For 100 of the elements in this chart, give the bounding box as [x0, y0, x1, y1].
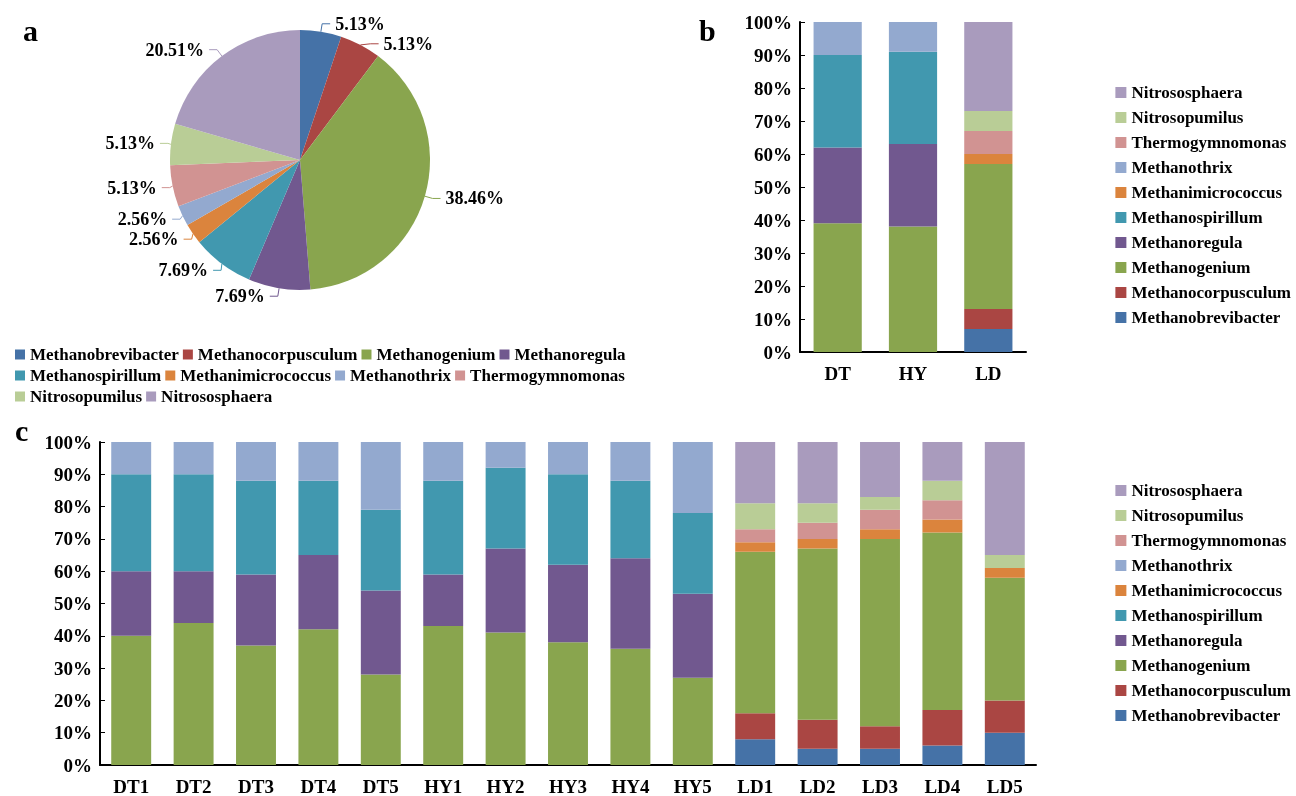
bar — [797, 538, 838, 549]
bar — [173, 442, 214, 475]
bar — [548, 564, 588, 643]
bar — [423, 442, 464, 481]
bar — [236, 645, 276, 765]
bar — [672, 513, 713, 594]
bar — [111, 474, 152, 572]
bar — [610, 480, 651, 559]
bar — [813, 147, 862, 224]
bar — [423, 626, 464, 765]
bar — [423, 480, 464, 575]
data-label: 38.46% — [445, 188, 505, 209]
legend-label: Nitrosopumilus — [1131, 506, 1244, 525]
bar — [922, 442, 963, 481]
legend-label: Thermogymnomonas — [470, 366, 626, 385]
legend-label: Thermogymnomonas — [1131, 133, 1287, 152]
bar — [860, 529, 900, 539]
bar — [797, 503, 838, 523]
y-tick-label: 40% — [54, 625, 92, 647]
bar — [548, 642, 588, 765]
bar — [813, 22, 862, 55]
x-tick-label: LD1 — [737, 776, 774, 796]
bar — [298, 629, 339, 765]
data-label: 7.69% — [215, 286, 265, 307]
legend-label: Nitrososphaera — [1131, 83, 1244, 102]
bar — [111, 635, 152, 765]
bar — [298, 555, 339, 630]
legend-label: Methanocorpusculum — [197, 345, 358, 364]
x-tick-label: DT2 — [175, 776, 212, 796]
legend-label: Nitrosopumilus — [1131, 108, 1244, 127]
legend-label: Methanogenium — [1131, 258, 1251, 277]
bar — [360, 590, 401, 675]
x-tick-label: DT5 — [362, 776, 399, 796]
chart-title: c — [15, 413, 29, 447]
bar — [610, 442, 651, 481]
bar — [964, 328, 1013, 352]
legend-label: Thermogymnomonas — [1131, 531, 1287, 550]
y-tick-label: 30% — [754, 242, 792, 264]
legend-label: Methanogenium — [376, 345, 496, 364]
bar — [236, 442, 276, 481]
bar — [813, 223, 862, 352]
bar — [964, 111, 1013, 131]
bar — [797, 748, 838, 765]
data-label: 5.13% — [335, 13, 385, 34]
bar — [298, 480, 339, 556]
x-tick-label: DT1 — [113, 776, 150, 796]
bar — [111, 442, 152, 475]
y-tick-label: 20% — [754, 275, 792, 297]
y-tick-label: 0% — [763, 341, 792, 363]
legend-label: Methanothrix — [1131, 556, 1233, 575]
legend-label: Methanospirillum — [30, 366, 162, 385]
y-tick-label: 100% — [44, 431, 92, 453]
bar — [922, 532, 963, 711]
bar — [173, 571, 214, 623]
bar — [485, 442, 526, 468]
bar — [860, 748, 900, 765]
bar — [735, 529, 776, 543]
x-tick-label: HY3 — [549, 776, 587, 796]
bar — [298, 442, 339, 481]
bar — [735, 551, 776, 714]
x-tick-label: LD5 — [986, 776, 1023, 796]
bar — [735, 542, 776, 552]
legend-label: Methanoregula — [1131, 233, 1244, 252]
bar — [797, 442, 838, 504]
bar — [485, 467, 526, 549]
y-tick-label: 10% — [754, 308, 792, 330]
y-tick-label: 70% — [754, 110, 792, 132]
bar — [984, 732, 1025, 765]
legend-label: Methanocorpusculum — [1131, 681, 1292, 700]
legend-label: Methanocorpusculum — [1131, 283, 1292, 302]
y-tick-label: 20% — [54, 689, 92, 711]
bar — [423, 574, 464, 627]
y-tick-label: 50% — [754, 176, 792, 198]
x-tick-label: DT — [824, 363, 852, 384]
legend-label: Methanospirillum — [1131, 606, 1263, 625]
bar — [173, 622, 214, 765]
chart-title: a — [23, 13, 38, 47]
y-tick-label: 70% — [54, 528, 92, 550]
x-tick-label: HY4 — [611, 776, 650, 796]
bar — [672, 593, 713, 678]
bar — [922, 710, 963, 746]
bar — [860, 538, 900, 727]
y-tick-label: 40% — [754, 209, 792, 231]
legend-label: Methanothrix — [1131, 158, 1233, 177]
bar — [360, 674, 401, 765]
bar — [888, 144, 938, 227]
bar — [922, 519, 963, 533]
bar — [813, 55, 862, 148]
bar — [860, 726, 900, 749]
data-label: 20.51% — [145, 39, 205, 60]
bar — [735, 503, 776, 530]
bar — [964, 309, 1013, 329]
legend-label: Methanimicrococcus — [1131, 183, 1283, 202]
bar — [797, 719, 838, 749]
bar — [735, 713, 776, 740]
bar — [236, 574, 276, 646]
bar — [548, 474, 588, 565]
bar — [860, 496, 900, 510]
x-tick-label: LD3 — [862, 776, 898, 796]
x-tick-label: DT4 — [300, 776, 337, 796]
